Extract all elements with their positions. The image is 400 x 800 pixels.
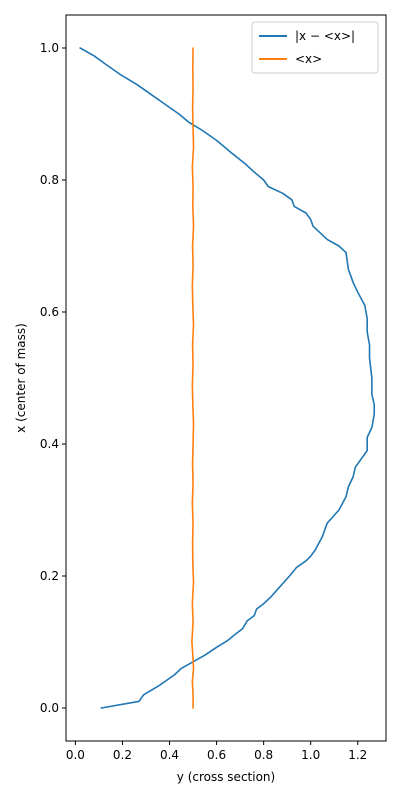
series-line-1 [191, 47, 195, 709]
legend: |x − <x>| <x> [251, 21, 379, 74]
x-axis-label: y (cross section) [177, 770, 275, 784]
x-tick-label: 0.4 [160, 748, 179, 762]
legend-box [251, 21, 379, 74]
x-tick-label: 0.2 [113, 748, 132, 762]
y-tick-label: 1.0 [40, 41, 59, 55]
y-tick-label: 0.8 [40, 173, 59, 187]
x-tick-label: 0.6 [207, 748, 226, 762]
legend-label-0: |x − <x>| [295, 29, 355, 43]
y-tick-label: 0.2 [40, 569, 59, 583]
series-line-0 [79, 47, 376, 709]
y-axis: 0.0 0.2 0.4 0.6 0.8 1.0 [40, 41, 66, 715]
x-tick-label: 0.0 [66, 748, 85, 762]
x-axis: 0.0 0.2 0.4 0.6 0.8 1.0 1.2 [66, 741, 367, 762]
y-tick-label: 0.6 [40, 305, 59, 319]
y-axis-label: x (center of mass) [14, 323, 28, 433]
legend-label-1: <x> [295, 52, 322, 66]
plot-frame [65, 14, 387, 742]
y-tick-label: 0.0 [40, 701, 59, 715]
x-tick-label: 1.2 [348, 748, 367, 762]
x-tick-label: 0.8 [254, 748, 273, 762]
y-tick-label: 0.4 [40, 437, 59, 451]
x-tick-label: 1.0 [301, 748, 320, 762]
series-layer [79, 47, 376, 709]
